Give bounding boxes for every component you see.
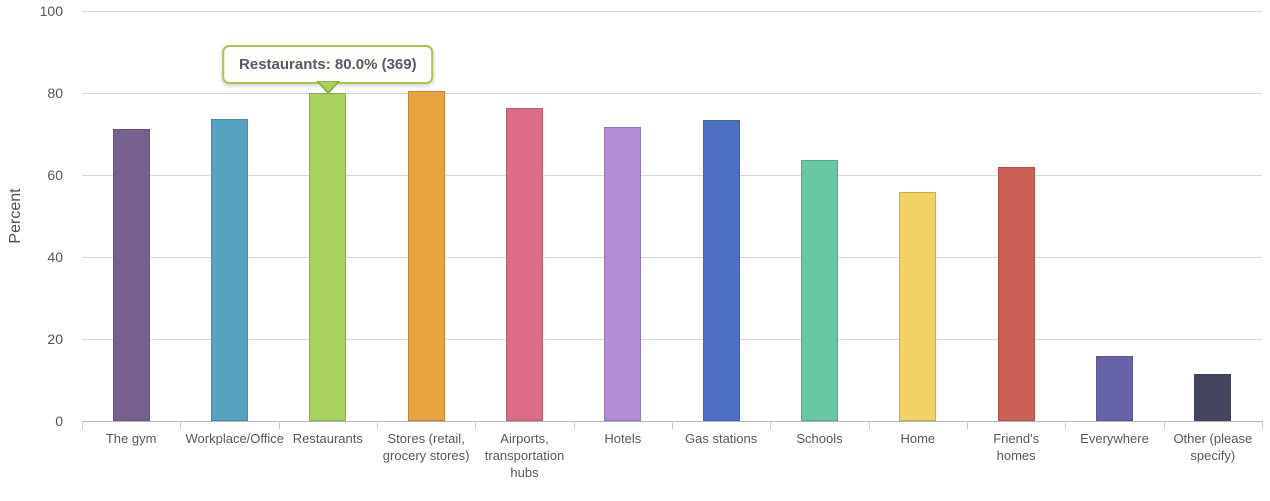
- y-tick-label: 0: [55, 413, 63, 429]
- bar[interactable]: [407, 91, 445, 421]
- x-category-label: Other (please specify): [1173, 431, 1253, 463]
- x-axis-tick: [1262, 421, 1263, 429]
- bar[interactable]: [1096, 355, 1133, 421]
- bar[interactable]: [506, 107, 543, 421]
- bar[interactable]: [899, 192, 937, 421]
- x-category-label: Hotels: [604, 431, 642, 446]
- x-axis-tick: [868, 421, 870, 429]
- x-axis-tick: [180, 421, 182, 429]
- x-category-label: Stores (retail, grocery stores): [382, 431, 470, 463]
- gridline: [82, 175, 1262, 176]
- gridline: [82, 257, 1262, 258]
- x-category-label: Schools: [796, 431, 843, 446]
- y-tick-label: 60: [47, 167, 63, 183]
- x-category-label: Gas stations: [685, 431, 758, 446]
- x-axis-tick: [573, 421, 575, 429]
- x-category-label: Airports, transportation hubs: [484, 431, 565, 480]
- tooltip-label: Restaurants: 80.0% (369): [222, 45, 434, 84]
- y-tick-label: 100: [39, 3, 63, 19]
- bar[interactable]: [702, 120, 740, 421]
- bar[interactable]: [112, 129, 150, 421]
- x-axis-tick: [770, 421, 772, 429]
- x-category-label: Everywhere: [1080, 431, 1149, 446]
- bar[interactable]: [211, 118, 248, 421]
- y-tick-label: 80: [47, 85, 63, 101]
- x-axis-tick: [1163, 421, 1165, 429]
- x-axis-tick: [377, 421, 378, 429]
- x-axis-tick: [475, 421, 477, 429]
- y-tick-label: 40: [47, 249, 63, 265]
- tooltip: Restaurants: 80.0% (369): [222, 45, 434, 95]
- x-axis-tick: [278, 421, 280, 429]
- gridline: [82, 11, 1262, 12]
- x-axis-tick: [967, 421, 968, 429]
- x-axis-tick: [1065, 421, 1067, 429]
- x-category-label: Home: [900, 431, 936, 446]
- bar[interactable]: [604, 126, 642, 421]
- gridline: [82, 93, 1262, 94]
- bar[interactable]: [309, 93, 347, 421]
- x-axis-tick: [672, 421, 673, 429]
- x-category-label: Restaurants: [292, 431, 363, 446]
- x-axis-tick: [82, 421, 83, 429]
- y-tick-label: 20: [47, 331, 63, 347]
- x-category-label: Friend's homes: [993, 431, 1040, 463]
- x-category-label: Workplace/Office: [185, 431, 285, 446]
- x-category-label: The gym: [105, 431, 157, 446]
- bar[interactable]: [1194, 373, 1232, 421]
- bar[interactable]: [997, 167, 1035, 421]
- gridline: [82, 339, 1262, 340]
- bar[interactable]: [801, 160, 838, 421]
